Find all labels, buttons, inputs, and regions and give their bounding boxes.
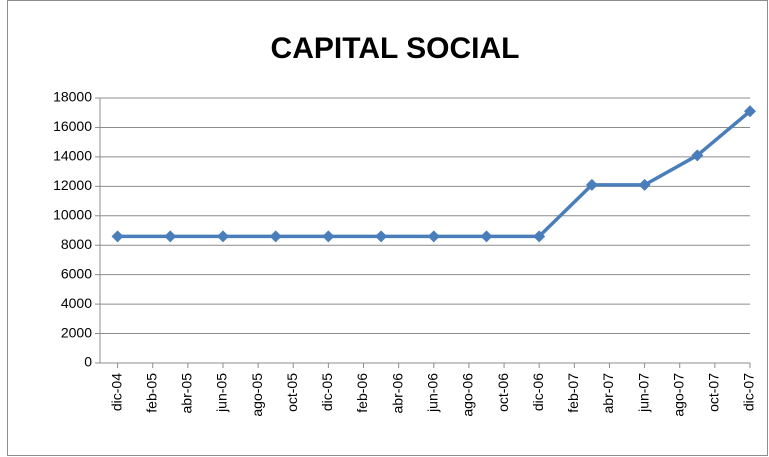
data-marker: [375, 230, 388, 243]
chart-frame: [7, 0, 768, 456]
x-tick-label: ago-05: [249, 373, 265, 417]
y-tick-label: 2000: [61, 324, 92, 340]
data-marker: [744, 105, 756, 118]
y-tick-label: 12000: [53, 177, 92, 193]
data-marker: [638, 178, 651, 191]
x-tick-label: feb-05: [143, 373, 159, 413]
data-marker: [269, 230, 282, 243]
x-tick-label: jun-05: [214, 373, 230, 413]
x-tick-label: oct-05: [284, 373, 300, 412]
y-tick-label: 8000: [61, 236, 92, 252]
data-marker: [585, 178, 598, 191]
data-marker: [427, 230, 440, 243]
x-tick-label: jun-06: [424, 373, 440, 413]
x-tick-label: dic-05: [319, 373, 335, 411]
x-tick-label: ago-07: [670, 373, 686, 417]
x-tick-label: feb-07: [565, 373, 581, 413]
x-tick-label: oct-07: [706, 373, 722, 412]
data-marker: [111, 230, 124, 243]
x-tick-label: jun-07: [635, 373, 651, 413]
data-marker: [164, 230, 177, 243]
x-tick-label: abr-07: [600, 373, 616, 414]
data-marker: [691, 149, 704, 162]
x-tick-label: abr-06: [389, 373, 405, 414]
y-tick-label: 0: [84, 354, 92, 370]
x-tick-label: dic-07: [741, 373, 757, 411]
x-tick-label: dic-04: [108, 373, 124, 411]
y-tick-label: 4000: [61, 295, 92, 311]
data-marker: [322, 230, 335, 243]
y-tick-label: 16000: [53, 118, 92, 134]
data-marker: [216, 230, 229, 243]
x-tick-label: abr-05: [179, 373, 195, 414]
y-tick-label: 10000: [53, 206, 92, 222]
x-tick-label: dic-06: [530, 373, 546, 411]
y-tick-label: 14000: [53, 148, 92, 164]
y-tick-label: 6000: [61, 265, 92, 281]
x-tick-label: oct-06: [495, 373, 511, 412]
data-marker: [480, 230, 493, 243]
x-tick-label: ago-06: [460, 373, 476, 417]
y-tick-label: 18000: [53, 89, 92, 105]
data-marker: [533, 230, 546, 243]
x-tick-label: feb-06: [354, 373, 370, 413]
chart-title: CAPITAL SOCIAL: [271, 32, 520, 65]
